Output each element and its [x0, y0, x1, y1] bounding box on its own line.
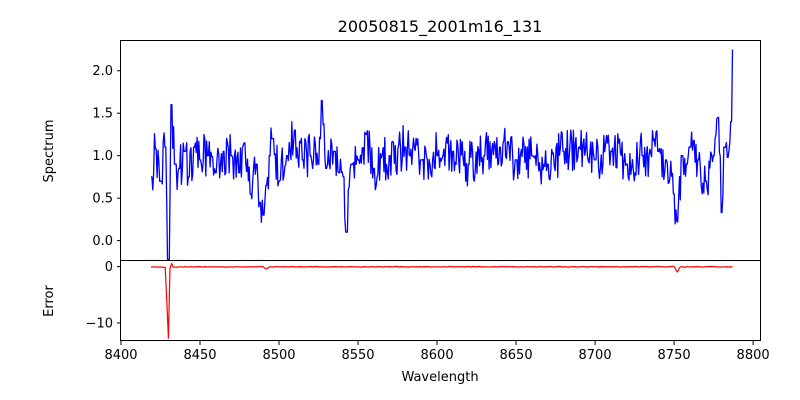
error-y-axis-label: Error — [42, 285, 57, 317]
x-tick-label: 8650 — [500, 348, 533, 363]
spectrum-y-tick-label: 1.0 — [92, 149, 113, 164]
error-y-tick-label: 0 — [105, 260, 113, 275]
spectrum-y-axis-label: Spectrum — [42, 120, 57, 183]
spectrum-panel: 0.0 0.5 1.0 1.5 2.0 Spectrum — [42, 40, 761, 261]
spectrum-y-tick-label: 0.0 — [92, 234, 113, 249]
x-axis-label: Wavelength — [401, 370, 478, 385]
error-y-tick-label: −10 — [86, 316, 113, 331]
x-tick-label: 8700 — [579, 348, 612, 363]
spectrum-y-tick-label: 1.5 — [92, 107, 113, 122]
chart-title: 20050815_2001m16_131 — [338, 17, 543, 37]
x-tick-label: 8750 — [658, 348, 691, 363]
x-axis: 8400 8450 8500 8550 8600 8650 8700 8750 8800 — [104, 341, 770, 363]
x-tick-label: 8550 — [341, 348, 374, 363]
spectrum-line — [151, 49, 734, 260]
x-tick-label: 8450 — [183, 348, 216, 363]
error-y-axis: 0 −10 — [86, 260, 121, 331]
spectrum-y-tick-label: 0.5 — [92, 192, 113, 207]
x-tick-label: 8800 — [737, 348, 770, 363]
x-tick-label: 8600 — [421, 348, 454, 363]
x-tick-label: 8400 — [104, 348, 137, 363]
error-line — [150, 262, 733, 339]
spectrum-y-tick-label: 2.0 — [92, 64, 113, 79]
spectrum-series — [151, 49, 734, 260]
error-series — [150, 262, 733, 339]
error-plot-frame — [120, 260, 761, 341]
error-panel: 0 −10 8400 8450 8500 8550 8600 8650 8700 8750 880… — [42, 260, 770, 385]
spectrum-y-axis: 0.0 0.5 1.0 1.5 2.0 — [92, 64, 121, 249]
x-tick-label: 8500 — [262, 348, 295, 363]
